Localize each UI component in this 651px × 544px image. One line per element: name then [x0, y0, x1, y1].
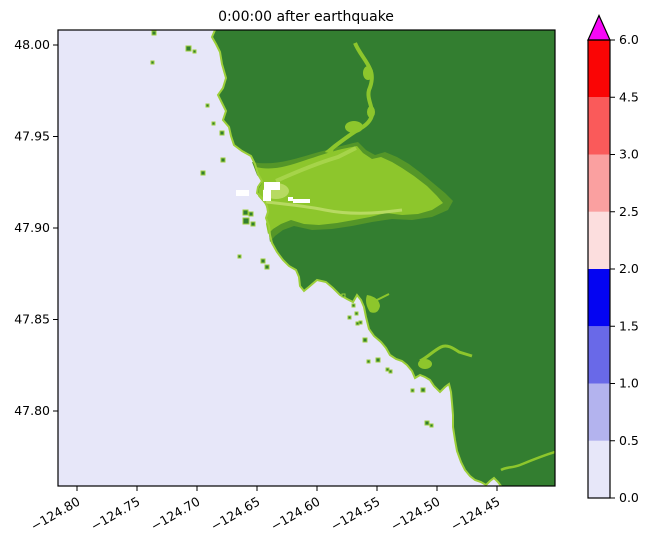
- x-tick-label: −124.60: [268, 494, 322, 534]
- white-channel: [236, 190, 249, 196]
- y-tick-label: 47.90: [14, 220, 50, 235]
- creek-blob: [418, 359, 432, 369]
- x-tick-label: −124.75: [88, 494, 142, 534]
- island: [205, 103, 210, 108]
- colorbar-tick-label: 0.5: [619, 433, 639, 448]
- colorbar-tick-label: 3.0: [619, 147, 639, 162]
- island: [420, 387, 426, 393]
- colorbar-tick-label: 4.5: [619, 89, 639, 104]
- island: [354, 311, 359, 316]
- y-tick-label: 47.80: [14, 403, 50, 418]
- island: [151, 30, 157, 36]
- island: [424, 420, 430, 426]
- island: [264, 264, 270, 270]
- coastline: [210, 30, 502, 486]
- island: [242, 209, 249, 216]
- y-tick-label: 47.85: [14, 312, 50, 327]
- white-channel: [288, 197, 293, 201]
- y-tick-label: 47.95: [14, 129, 50, 144]
- island: [200, 170, 206, 176]
- colorbar-segment: [588, 326, 610, 384]
- island: [375, 357, 381, 363]
- colorbar-tick-label: 0.0: [619, 490, 639, 505]
- y-tick-label: 48.00: [14, 37, 50, 52]
- creek-spur: [376, 293, 390, 301]
- island: [150, 60, 155, 65]
- island: [248, 211, 254, 217]
- colorbar-segment: [588, 97, 610, 155]
- colorbar-segment: [588, 154, 610, 212]
- y-axis-labels: 48.00 47.95 47.90 47.85 47.80: [14, 37, 50, 418]
- island: [351, 303, 356, 308]
- valley-core: [265, 200, 403, 215]
- white-channel: [264, 182, 280, 190]
- island: [237, 254, 242, 259]
- x-tick-label: −124.80: [28, 494, 82, 534]
- colorbar-tick-label: 1.5: [619, 318, 639, 333]
- white-channel: [263, 190, 271, 201]
- island: [220, 157, 226, 163]
- plot-frame: [57, 29, 556, 487]
- x-tick-label: −124.45: [448, 494, 502, 534]
- island: [242, 217, 250, 225]
- island: [341, 293, 346, 298]
- island: [358, 320, 363, 325]
- island: [388, 369, 393, 374]
- island: [260, 258, 266, 264]
- map-area: [58, 30, 555, 486]
- north-river: [324, 42, 375, 154]
- colorbar-tick-label: 2.5: [619, 204, 639, 219]
- x-axis: [76, 486, 498, 491]
- south-creeks: [366, 293, 555, 472]
- creek-channel: [500, 450, 555, 472]
- colorbar-segment: [588, 211, 610, 269]
- valley-upper-spur: [275, 146, 357, 183]
- colorbar-segment: [588, 269, 610, 327]
- river-junction: [345, 121, 363, 133]
- colorbar-labels: 0.0 0.5 1.0 1.5 2.0 2.5 3.0 4.5 6.0: [619, 32, 639, 505]
- creek-channel: [419, 344, 473, 363]
- island: [250, 221, 256, 227]
- x-tick-label: −124.65: [208, 494, 262, 534]
- river-bulge: [367, 106, 375, 118]
- island: [185, 45, 192, 52]
- colorbar-segment: [588, 40, 610, 98]
- colorbar-tick-label: 6.0: [619, 32, 639, 47]
- x-tick-label: −124.55: [328, 494, 382, 534]
- island: [410, 388, 415, 393]
- river-bulge: [363, 66, 373, 80]
- colorbar-over-arrow: [587, 14, 611, 41]
- river-channels-white: [236, 182, 310, 203]
- island: [366, 359, 371, 364]
- colorbar-segment: [588, 440, 610, 498]
- x-axis-labels: −124.80 −124.75 −124.70 −124.65 −124.60 …: [28, 494, 502, 534]
- island: [219, 130, 225, 136]
- island: [211, 121, 216, 126]
- land-region: [212, 30, 555, 486]
- y-axis: [53, 44, 58, 412]
- colorbar-tick-label: 2.0: [619, 261, 639, 276]
- x-tick-label: −124.70: [148, 494, 202, 534]
- island: [429, 423, 434, 428]
- island: [192, 49, 197, 54]
- plot-title: 0:00:00 after earthquake: [218, 9, 394, 25]
- x-tick-label: −124.50: [388, 494, 442, 534]
- colorbar-ticks: [610, 39, 615, 499]
- colorbar: 0.0 0.5 1.0 1.5 2.0 2.5 3.0 4.5 6.0: [587, 14, 639, 505]
- islands: [150, 30, 434, 428]
- island: [347, 315, 352, 320]
- colorbar-segment: [588, 383, 610, 441]
- creek-blob: [366, 295, 380, 313]
- island: [362, 337, 368, 343]
- colorbar-tick-label: 1.0: [619, 376, 639, 391]
- white-channel: [293, 199, 310, 203]
